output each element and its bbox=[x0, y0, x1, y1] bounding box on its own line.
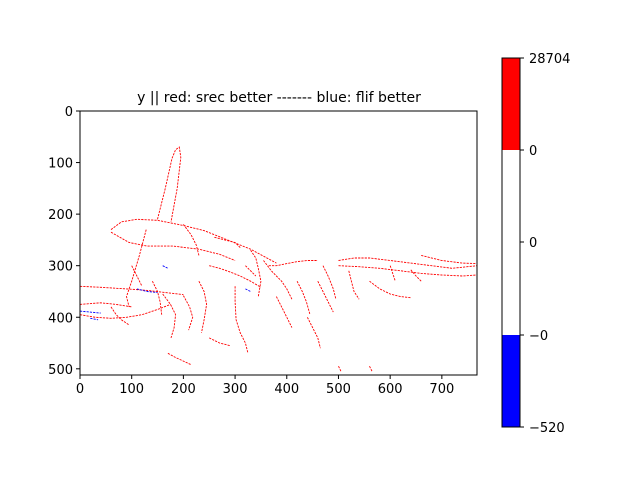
red-edge-14 bbox=[268, 260, 318, 267]
edges-red-srec-better bbox=[80, 146, 477, 372]
red-edge-5 bbox=[80, 303, 171, 319]
y-tick-label-5: 500 bbox=[48, 363, 73, 378]
x-tick-label-6: 600 bbox=[378, 382, 403, 397]
colorbar-tick-label-4: −0 bbox=[529, 329, 548, 344]
x-tick-label-2: 200 bbox=[171, 382, 196, 397]
red-edge-32 bbox=[110, 306, 130, 326]
red-edge-30 bbox=[151, 281, 163, 315]
edge-image bbox=[80, 146, 477, 372]
red-edge-16 bbox=[338, 257, 477, 269]
red-edge-23 bbox=[167, 352, 192, 366]
red-edge-4 bbox=[80, 285, 184, 296]
red-edge-19 bbox=[410, 269, 422, 282]
red-edge-20 bbox=[369, 280, 411, 299]
red-edge-22 bbox=[317, 280, 334, 313]
colorbar-tick-label-5: −520 bbox=[529, 421, 565, 436]
colorbar-blue-segment bbox=[502, 335, 520, 427]
red-edge-9 bbox=[198, 280, 208, 333]
red-edge-0 bbox=[157, 146, 182, 222]
colorbar-white-segment bbox=[502, 150, 520, 335]
blue-edge-2 bbox=[162, 265, 169, 269]
y-tick-label-4: 400 bbox=[48, 311, 73, 326]
red-edge-29 bbox=[245, 265, 257, 277]
red-edge-17 bbox=[338, 265, 477, 277]
y-tick-label-0: 0 bbox=[65, 105, 73, 120]
axes-frame bbox=[79, 110, 478, 376]
red-edge-8 bbox=[183, 295, 194, 331]
red-edge-7 bbox=[162, 293, 177, 339]
red-edge-34 bbox=[369, 365, 373, 372]
red-edge-31 bbox=[131, 265, 143, 287]
x-tick-label-7: 700 bbox=[429, 382, 454, 397]
x-axis-ticks: 0 100 200 300 400 500 600 700 bbox=[76, 375, 454, 397]
colorbar-tick-label-2: 0 bbox=[529, 144, 537, 159]
red-edge-11 bbox=[234, 286, 249, 354]
blue-edge-1 bbox=[136, 288, 158, 293]
red-edge-25 bbox=[296, 280, 311, 315]
red-edge-27 bbox=[183, 224, 200, 256]
red-edge-33 bbox=[306, 317, 321, 349]
x-tick-label-0: 0 bbox=[76, 382, 84, 397]
x-tick-label-1: 100 bbox=[119, 382, 144, 397]
red-edge-24 bbox=[209, 337, 231, 347]
colorbar-tick-label-1: 28704 bbox=[529, 52, 570, 67]
colorbar-red-segment bbox=[502, 58, 520, 150]
x-tick-label-4: 400 bbox=[274, 382, 299, 397]
y-tick-label-2: 200 bbox=[48, 208, 73, 223]
edges-blue-flif-better bbox=[80, 265, 251, 321]
blue-edge-0 bbox=[80, 310, 101, 314]
y-axis-ticks: 0 100 200 300 400 500 bbox=[48, 105, 80, 378]
red-edge-18 bbox=[389, 265, 396, 282]
chart-title: y || red: srec better ------- blue: flif… bbox=[137, 90, 421, 106]
red-edge-10 bbox=[209, 265, 262, 288]
colorbar: 28704 0 0 −0 −520 bbox=[501, 52, 570, 436]
red-edge-6 bbox=[80, 302, 132, 308]
x-tick-label-3: 300 bbox=[223, 382, 248, 397]
red-edge-15 bbox=[322, 265, 337, 300]
red-edge-35 bbox=[338, 366, 342, 372]
colorbar-tick-label-3: 0 bbox=[529, 236, 537, 251]
red-edge-12 bbox=[250, 249, 262, 297]
y-tick-label-3: 300 bbox=[48, 260, 73, 275]
red-edge-13 bbox=[263, 260, 293, 300]
red-edge-28 bbox=[214, 236, 241, 248]
red-edge-36 bbox=[421, 254, 477, 265]
blue-edge-4 bbox=[90, 317, 99, 321]
red-edge-2 bbox=[110, 231, 236, 261]
blue-edge-3 bbox=[245, 288, 251, 292]
red-edge-26 bbox=[275, 296, 293, 328]
y-tick-label-1: 100 bbox=[48, 157, 73, 172]
red-edge-3 bbox=[126, 229, 147, 308]
red-edge-1 bbox=[110, 218, 277, 264]
x-tick-label-5: 500 bbox=[326, 382, 351, 397]
red-edge-21 bbox=[348, 270, 360, 300]
